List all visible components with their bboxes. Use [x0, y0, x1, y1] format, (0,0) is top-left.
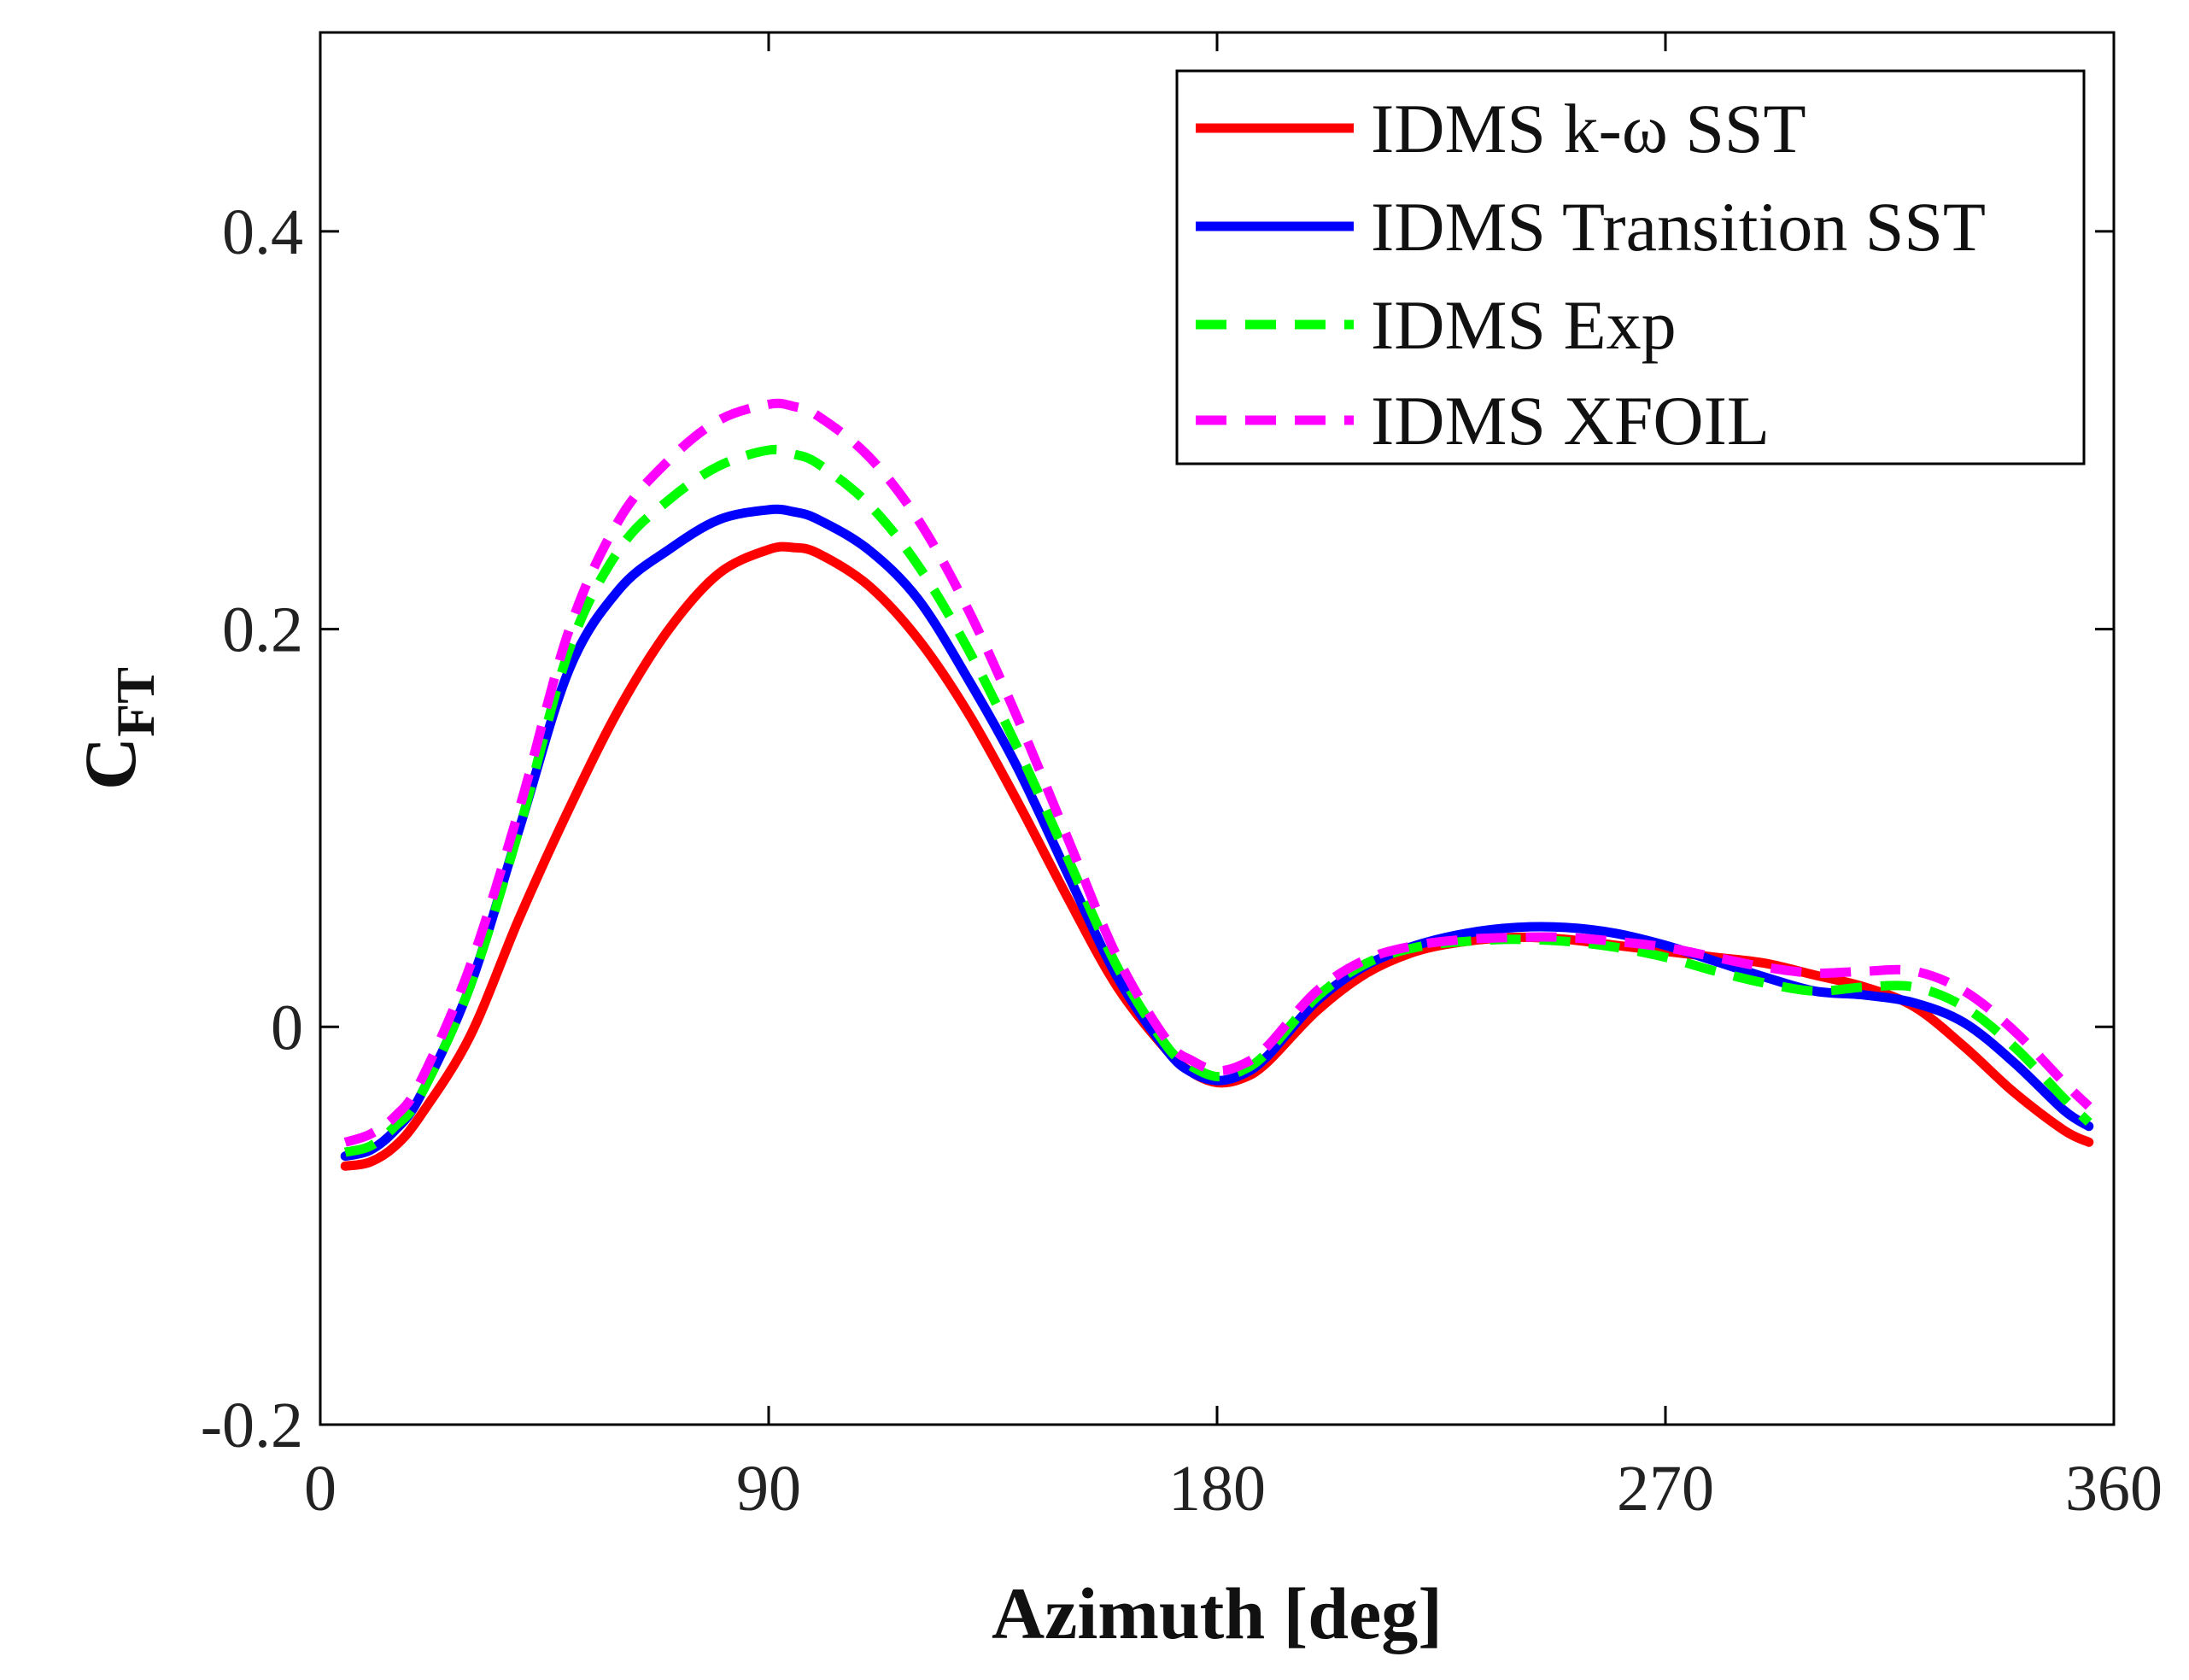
ticks-layer	[319, 32, 2116, 1426]
x-axis-title: Azimuth [deg]	[992, 1572, 1443, 1654]
y-tick-label: -0.2	[201, 1390, 303, 1461]
series-line-4	[343, 398, 2092, 1147]
legend-label-3: IDMS Exp	[1371, 286, 1677, 364]
x-tick-label: 270	[1617, 1453, 1714, 1525]
legend-label-4: IDMS XFOIL	[1371, 382, 1770, 460]
y-tick-label: 0	[271, 992, 303, 1063]
x-tick-label: 180	[1168, 1453, 1266, 1525]
legend-entries: IDMS k-ω SST IDMS Transition SST IDMS Exp I…	[1196, 90, 1986, 460]
legend-box	[1175, 69, 2086, 465]
tick-labels-layer: 0 90 180 270 360-0.200.20.4	[201, 196, 2163, 1525]
y-axis-title: CFT	[69, 667, 166, 790]
y-axis-title-subscript: FT	[105, 667, 166, 737]
legend-label-2: IDMS Transition SST	[1371, 188, 1986, 266]
y-tick-label: 0.2	[222, 594, 303, 666]
x-tick-label: 0	[304, 1453, 337, 1525]
legend: IDMS k-ω SST IDMS Transition SST IDMS Exp I…	[1175, 69, 2086, 465]
legend-label-1: IDMS k-ω SST	[1371, 90, 1806, 167]
y-tick-label: 0.4	[222, 196, 303, 268]
y-axis-title-main: C	[69, 737, 151, 790]
plot-area	[340, 398, 2094, 1171]
x-tick-label: 360	[2065, 1453, 2163, 1525]
x-tick-label: 90	[736, 1453, 801, 1525]
series-line-3	[343, 444, 2092, 1157]
series-layer	[340, 398, 2094, 1171]
